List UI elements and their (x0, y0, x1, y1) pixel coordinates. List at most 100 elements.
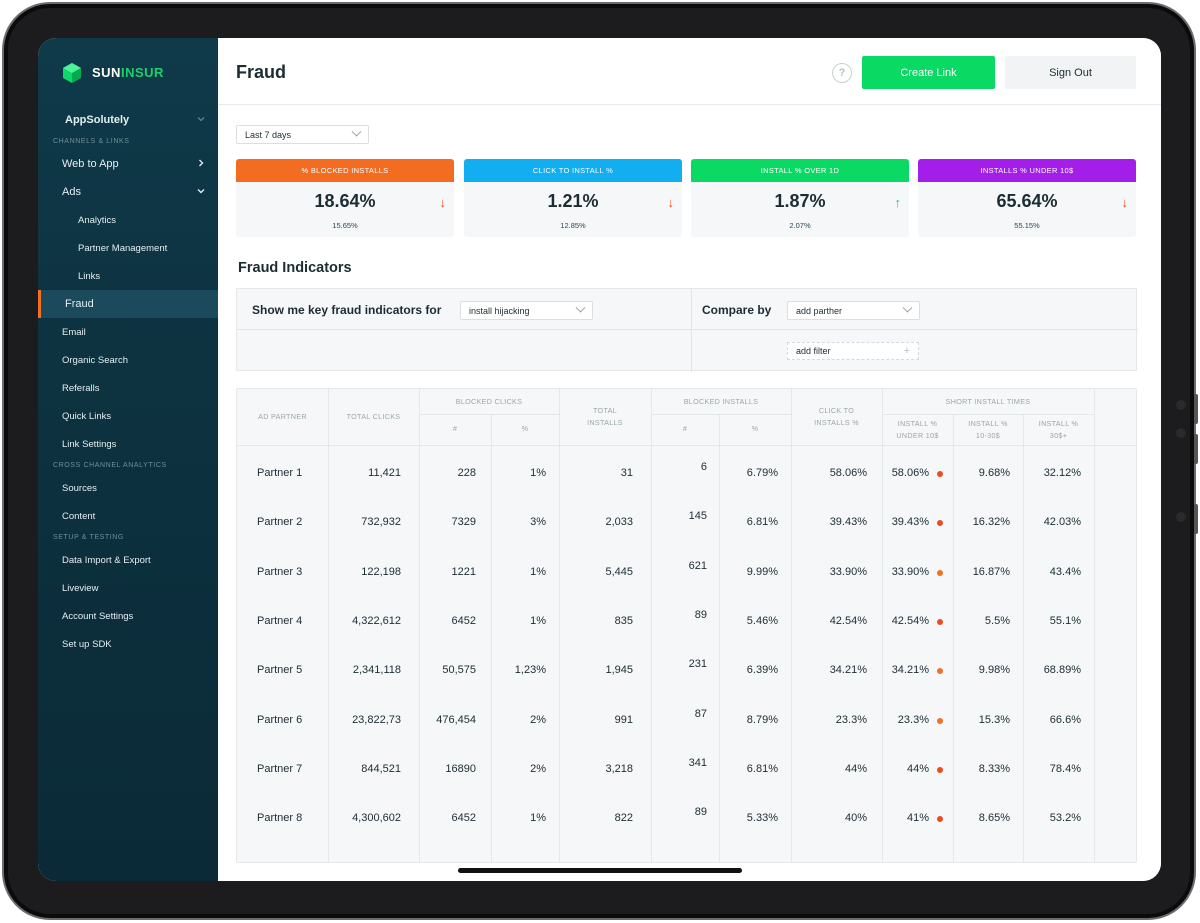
chevron-down-icon (902, 302, 913, 313)
cell-install-30-plus: 55.1% (1049, 614, 1081, 627)
status-dot-icon (937, 520, 943, 527)
cell-total-installs: 2,033 (605, 516, 633, 529)
kpi-card: % BLOCKED INSTALLS 18.64% 15.65% ↓ (236, 159, 454, 237)
cell-click-to-installs: 33.90% (829, 565, 867, 578)
cell-total-clicks: 122,198 (361, 565, 401, 578)
kpi-label: % BLOCKED INSTALLS (236, 159, 454, 182)
sidebar-item-setup-sdk[interactable]: Set up SDK (38, 631, 218, 657)
plus-icon: + (903, 345, 910, 357)
camera-dot (1176, 512, 1186, 522)
column-header-total-installs: TOTAL (593, 406, 617, 415)
sidebar-item-organic-search[interactable]: Organic Search (38, 347, 218, 373)
sidebar-item-link-settings[interactable]: Link Settings (38, 431, 218, 457)
cell-blocked-clicks-pct: 1% (530, 614, 546, 627)
cell-install-under-10: 33.90% (891, 565, 929, 578)
main-content: Last 7 days % BLOCKED INSTALLS 18.64% 15.6… (218, 105, 1161, 881)
sidebar-item-partner-management[interactable]: Partner Management (38, 235, 218, 261)
section-label-setup: SETUP & TESTING (53, 534, 124, 541)
sidebar-item-quick-links[interactable]: Quick Links (38, 403, 218, 429)
sidebar-item-content[interactable]: Content (38, 503, 218, 529)
help-icon[interactable]: ? (832, 63, 852, 83)
sidebar-item-links[interactable]: Links (38, 263, 218, 289)
kpi-previous-value: 2.07% (789, 221, 811, 230)
cell-install-30-plus: 53.2% (1049, 812, 1081, 825)
kpi-previous-value: 55.15% (1014, 221, 1040, 230)
cell-install-under-10: 39.43% (891, 516, 929, 529)
sidebar-item-liveview[interactable]: Liveview (38, 575, 218, 601)
cell-total-clicks: 23,822,73 (352, 713, 401, 726)
cell-click-to-installs: 42.54% (829, 614, 867, 627)
sidebar-item-label: Analytics (78, 214, 117, 226)
status-dot-icon (937, 717, 943, 724)
sidebar-item-analytics[interactable]: Analytics (38, 207, 218, 233)
indicator-type-value: install hijacking (469, 305, 530, 316)
cell-total-clicks: 732,932 (361, 516, 401, 529)
cell-total-clicks: 11,421 (368, 467, 401, 479)
cell-blocked-installs: 231 (688, 658, 707, 671)
divider (419, 389, 420, 862)
page-header: Fraud ? Create Link Sign Out (218, 38, 1161, 105)
arrow-up-icon: ↑ (894, 195, 902, 210)
kpi-previous-value: 15.65% (332, 221, 358, 230)
cell-blocked-installs: 87 (694, 707, 707, 720)
cell-install-under-10: 41% (906, 812, 929, 825)
sign-out-button[interactable]: Sign Out (1005, 56, 1136, 89)
cell-partner: Partner 5 (257, 664, 303, 677)
sidebar-item-referrals[interactable]: Referalls (38, 375, 218, 401)
cell-blocked-installs: 6 (700, 461, 707, 473)
cell-blocked-installs-pct: 5.33% (746, 812, 778, 825)
cell-total-clicks: 4,322,612 (352, 614, 401, 627)
sidebar-item-ads[interactable]: Ads (38, 179, 218, 205)
section-label-channels: CHANNELS & LINKS (53, 138, 130, 145)
side-button (1194, 504, 1198, 534)
cell-blocked-installs-pct: 9.99% (746, 565, 778, 578)
section-label-cross-channel: CROSS CHANNEL ANALYTICS (53, 462, 167, 469)
sidebar-item-web-to-app[interactable]: Web to App (38, 151, 218, 177)
sidebar-item-label: Fraud (65, 298, 94, 310)
cell-install-30-plus: 43.4% (1049, 565, 1081, 578)
sidebar-item-sources[interactable]: Sources (38, 475, 218, 501)
column-header-total-clicks: TOTAL CLICKS (346, 412, 401, 421)
divider (882, 389, 883, 862)
compare-by-select[interactable]: add parther (787, 301, 920, 320)
kpi-value: 1.21% (547, 191, 599, 211)
sidebar-item-account-settings[interactable]: Account Settings (38, 603, 218, 629)
column-header-10-30: 10-30$ (975, 431, 1001, 440)
sidebar-item-email[interactable]: Email (38, 319, 218, 345)
date-range-value: Last 7 days (245, 129, 292, 140)
cell-install-under-10: 58.06% (891, 467, 929, 479)
cell-blocked-clicks: 228 (457, 467, 476, 479)
cell-install-10-30: 8.65% (978, 812, 1010, 825)
app-selector[interactable]: AppSolutely (38, 107, 218, 133)
cell-blocked-clicks: 476,454 (436, 713, 476, 726)
add-filter-label: add filter (796, 346, 831, 356)
kpi-previous-value: 12.85% (560, 221, 586, 230)
cell-blocked-clicks-pct: 1% (530, 565, 546, 578)
divider (882, 414, 1094, 415)
arrow-down-icon: ↓ (1121, 195, 1129, 210)
compare-by-value: add parther (796, 305, 843, 316)
arrow-down-icon: ↓ (667, 195, 675, 210)
camera-dot (1176, 428, 1186, 438)
cell-partner: Partner 2 (257, 516, 303, 529)
sidebar-item-data-import-export[interactable]: Data Import & Export (38, 547, 218, 573)
sidebar-item-label: Content (62, 510, 96, 522)
status-dot-icon (937, 471, 943, 477)
cube-logo-icon (62, 62, 82, 83)
divider (237, 329, 1138, 330)
divider (953, 414, 954, 862)
sidebar-item-fraud[interactable]: Fraud (38, 290, 218, 318)
create-link-button[interactable]: Create Link (862, 56, 995, 89)
divider (559, 389, 560, 862)
indicator-type-select[interactable]: install hijacking (460, 301, 593, 320)
divider (1094, 389, 1095, 862)
add-filter-button[interactable]: add filter + (787, 342, 919, 360)
sidebar-item-label: Referalls (62, 382, 100, 394)
brand-name-part2: INSUR (120, 64, 164, 80)
date-range-select[interactable]: Last 7 days (236, 125, 369, 144)
cell-blocked-installs-pct: 8.79% (746, 713, 778, 726)
cell-blocked-clicks: 16890 (445, 762, 476, 775)
column-header-click-to-installs: INSTALLS % (814, 418, 859, 427)
cell-blocked-installs: 89 (694, 608, 707, 621)
app-screen: SUNINSUR AppSolutely CHANNELS & LINKS We… (38, 38, 1161, 881)
